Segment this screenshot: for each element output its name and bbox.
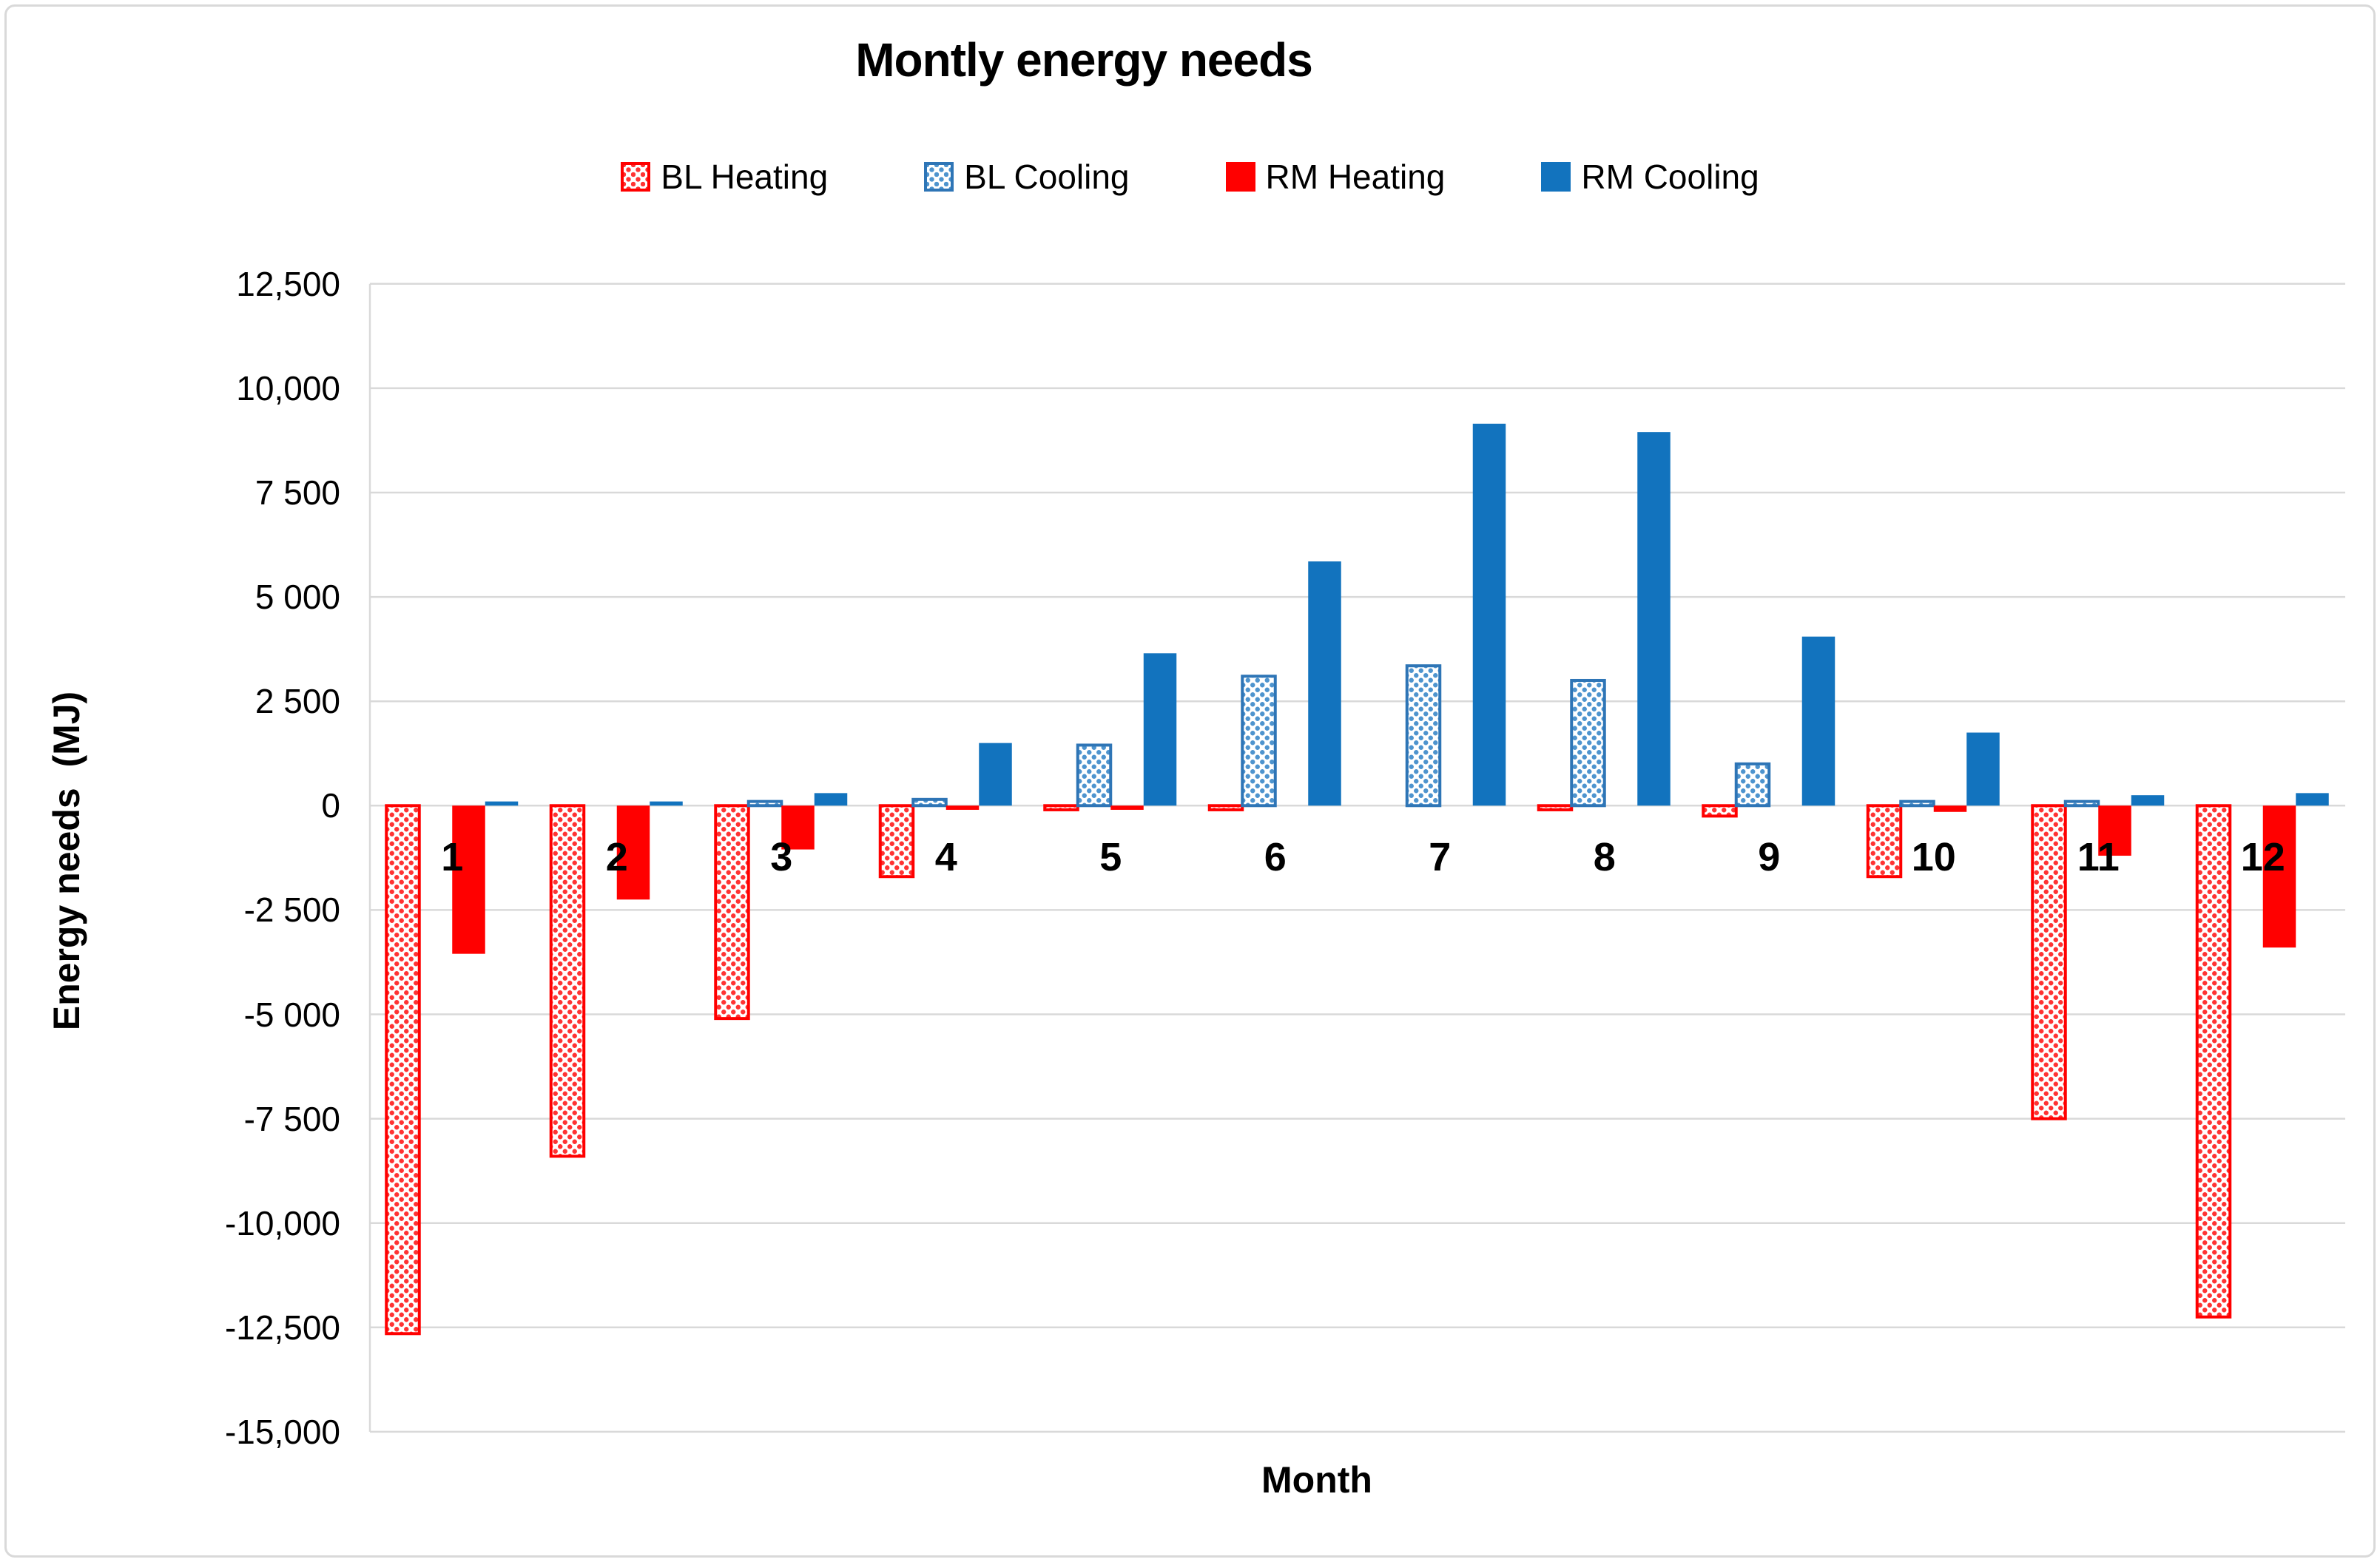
- x-tick-label-month-5: 5: [1099, 835, 1122, 879]
- solid-blue-swatch-icon: [1541, 162, 1571, 192]
- legend-item-bl-cooling: BL Cooling: [924, 157, 1130, 197]
- legend-label: BL Heating: [661, 158, 829, 196]
- legend-label: BL Cooling: [964, 158, 1130, 196]
- legend-item-rm-cooling: RM Cooling: [1541, 157, 1759, 197]
- bar-rm-cooling-month-10: [1966, 732, 2000, 806]
- gridlines: [368, 283, 2345, 1433]
- legend-label: RM Cooling: [1581, 158, 1759, 196]
- y-tick-label: -5 000: [243, 995, 340, 1034]
- legend-item-bl-heating: BL Heating: [621, 157, 828, 197]
- x-tick-label-month-12: 12: [2240, 835, 2285, 879]
- dotted-blue-swatch-icon: [924, 162, 954, 192]
- x-tick-label-month-6: 6: [1264, 835, 1287, 879]
- bar-bl-heating-month-8: [1537, 804, 1574, 811]
- x-tick-label-month-3: 3: [770, 835, 793, 879]
- x-axis-title: Month: [1261, 1459, 1372, 1501]
- bar-rm-cooling-month-2: [650, 801, 683, 806]
- y-tick-label: 12,500: [236, 264, 340, 303]
- y-tick-label: 10,000: [236, 368, 340, 408]
- bar-bl-heating-month-1: [385, 804, 421, 1336]
- bar-rm-cooling-month-1: [485, 801, 519, 806]
- y-tick-label: -12,500: [224, 1308, 340, 1347]
- solid-red-swatch-icon: [1225, 162, 1255, 192]
- legend-item-rm-heating: RM Heating: [1225, 157, 1446, 197]
- bar-rm-cooling-month-4: [979, 743, 1012, 806]
- legend: BL Heating BL Cooling RM Heating RM Cooling: [0, 157, 2380, 197]
- bar-bl-cooling-month-7: [1405, 664, 1442, 808]
- y-tick-label: -10,000: [224, 1203, 340, 1242]
- bar-rm-heating-month-11: [2098, 805, 2131, 856]
- legend-label: RM Heating: [1265, 158, 1446, 196]
- bar-rm-cooling-month-7: [1472, 423, 1506, 806]
- y-tick-label: 7 500: [254, 473, 340, 512]
- bar-bl-heating-month-12: [2195, 804, 2232, 1319]
- bar-rm-cooling-month-3: [814, 793, 848, 806]
- y-tick-label: -2 500: [243, 890, 340, 930]
- bar-rm-heating-month-4: [945, 805, 980, 810]
- bar-rm-heating-month-2: [616, 805, 650, 900]
- bars: [385, 423, 2329, 1336]
- y-axis-title: Energy needs (MJ): [46, 691, 87, 1031]
- bar-rm-cooling-month-12: [2296, 793, 2329, 806]
- bar-bl-heating-month-3: [714, 804, 750, 1021]
- bar-bl-heating-month-10: [1866, 804, 1903, 879]
- y-tick-label: 2 500: [254, 682, 340, 721]
- bar-rm-heating-month-10: [1933, 805, 1967, 812]
- dotted-red-swatch-icon: [621, 162, 651, 192]
- bar-bl-heating-month-5: [1043, 804, 1079, 811]
- bar-rm-cooling-month-6: [1308, 561, 1341, 806]
- y-tick-label: -15,000: [224, 1412, 340, 1451]
- y-tick-label: 5 000: [254, 578, 340, 617]
- chart-title: Montly energy needs: [855, 33, 1313, 87]
- bar-bl-heating-month-11: [2031, 804, 2067, 1120]
- bar-rm-cooling-month-9: [1801, 636, 1835, 806]
- bar-rm-heating-month-12: [2262, 805, 2296, 948]
- x-tick-label-month-10: 10: [1911, 835, 1956, 879]
- bar-rm-cooling-month-8: [1637, 432, 1671, 806]
- bar-bl-cooling-month-3: [746, 799, 783, 808]
- y-tick-label: 0: [321, 786, 340, 825]
- bar-bl-cooling-month-9: [1734, 762, 1771, 808]
- bar-rm-heating-month-5: [1110, 805, 1144, 810]
- x-tick-label-month-9: 9: [1758, 835, 1781, 879]
- bar-rm-heating-month-1: [452, 805, 485, 954]
- x-tick-label-month-11: 11: [2077, 835, 2120, 879]
- bar-bl-cooling-month-11: [2063, 799, 2100, 808]
- x-tick-label-month-4: 4: [934, 835, 957, 879]
- bar-bl-cooling-month-8: [1570, 678, 1606, 808]
- x-tick-label-month-8: 8: [1593, 835, 1616, 879]
- x-tick-label-month-2: 2: [605, 835, 628, 879]
- bar-bl-cooling-month-10: [1899, 799, 1935, 808]
- x-tick-label-month-1: 1: [441, 835, 464, 879]
- y-tick-label: -7 500: [243, 1099, 340, 1138]
- bar-bl-cooling-month-6: [1241, 674, 1277, 808]
- bar-bl-heating-month-9: [1702, 804, 1738, 818]
- bar-rm-cooling-month-5: [1143, 653, 1177, 806]
- bar-bl-heating-month-2: [549, 804, 586, 1158]
- bar-rm-cooling-month-11: [2131, 795, 2165, 806]
- bar-rm-heating-month-3: [781, 805, 815, 850]
- bar-bl-heating-month-6: [1207, 804, 1244, 811]
- bar-bl-heating-month-4: [878, 804, 915, 879]
- bar-bl-cooling-month-5: [1076, 743, 1113, 808]
- x-tick-label-month-7: 7: [1429, 835, 1452, 879]
- bar-bl-cooling-month-4: [911, 797, 948, 808]
